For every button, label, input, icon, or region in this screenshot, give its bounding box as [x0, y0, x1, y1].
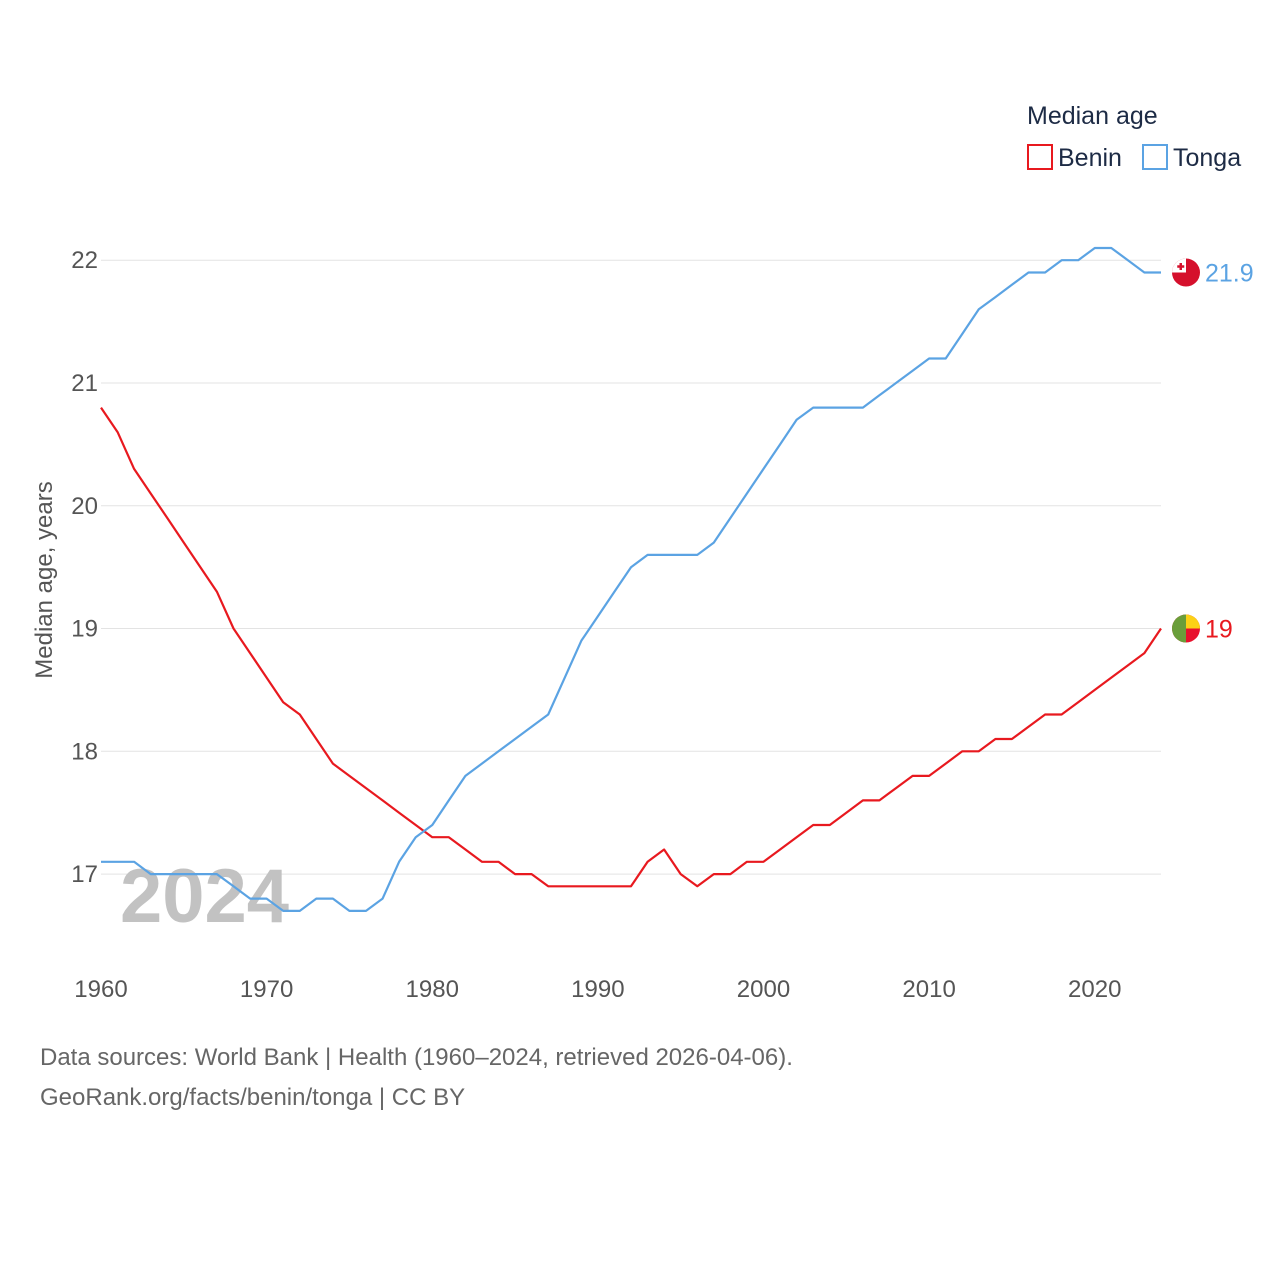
benin-flag-icon	[1172, 614, 1200, 643]
legend-swatch-benin	[1027, 144, 1053, 170]
series-line-tonga	[101, 246, 1161, 913]
y-tick-label-18: 18	[71, 738, 98, 765]
y-tick-label-20: 20	[71, 493, 98, 520]
legend-swatch-tonga	[1142, 144, 1168, 170]
gridlines	[101, 259, 1161, 875]
x-tick-label-2020: 2020	[1068, 976, 1121, 1003]
y-tick-label-17: 17	[71, 861, 98, 888]
y-axis-ticks: 17 18 19 20 21 22	[71, 247, 98, 888]
legend-item-tonga[interactable]: Tonga	[1142, 144, 1241, 172]
legend-title: Median age	[1027, 102, 1158, 130]
x-tick-label-1960: 1960	[74, 976, 127, 1003]
series-line-benin	[100, 406, 1162, 888]
legend-label-tonga: Tonga	[1173, 144, 1241, 172]
tonga-flag-icon	[1172, 258, 1200, 287]
end-value-label-tonga: 21.9	[1205, 260, 1254, 288]
series-end-markers: 19 21.9	[1172, 258, 1254, 644]
end-value-label-benin: 19	[1205, 616, 1233, 644]
x-tick-label-2010: 2010	[902, 976, 955, 1003]
line-chart: 17 18 19 20 21 22 1960 1970 1980 1990 2000 2010 202…	[31, 102, 1254, 1003]
x-tick-label-1980: 1980	[406, 976, 459, 1003]
series-lines	[100, 246, 1162, 913]
legend-label-benin: Benin	[1058, 144, 1122, 172]
x-tick-label-1970: 1970	[240, 976, 293, 1003]
y-tick-label-19: 19	[71, 616, 98, 643]
x-tick-label-2000: 2000	[737, 976, 790, 1003]
credit-note[interactable]: GeoRank.org/facts/benin/tonga | CC BY	[40, 1084, 466, 1111]
y-axis-title: Median age, years	[31, 481, 58, 678]
y-tick-label-21: 21	[71, 370, 98, 397]
x-axis-ticks: 1960 1970 1980 1990 2000 2010 2020	[74, 976, 1121, 1003]
data-source-note: Data sources: World Bank | Health (1960–…	[40, 1044, 793, 1071]
current-year-watermark: 2024	[120, 854, 289, 939]
legend: Median age Benin Tonga	[1027, 102, 1241, 172]
y-tick-label-22: 22	[71, 247, 98, 274]
x-tick-label-1990: 1990	[571, 976, 624, 1003]
legend-item-benin[interactable]: Benin	[1027, 144, 1122, 172]
